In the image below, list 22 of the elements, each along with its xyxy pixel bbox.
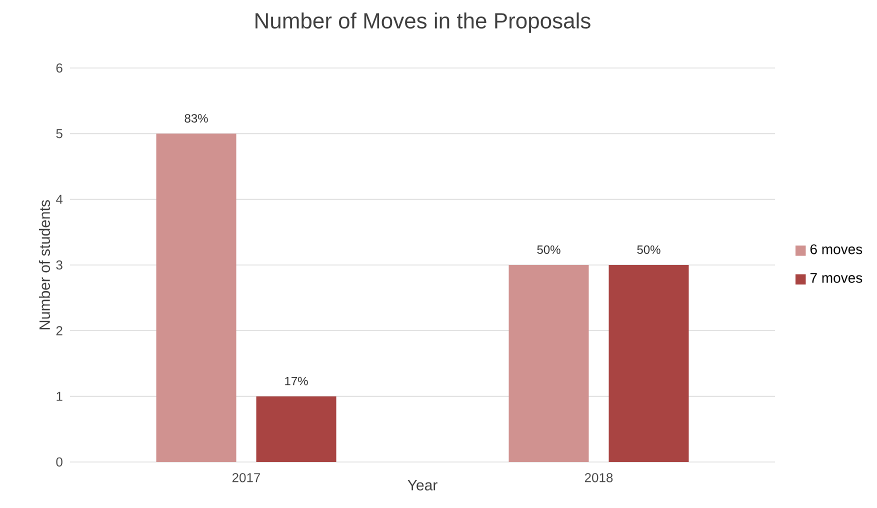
y-axis-title: Number of students — [38, 200, 50, 330]
bar — [256, 396, 336, 462]
y-tick-label: 2 — [56, 326, 62, 336]
y-tick-label: 5 — [56, 129, 62, 138]
y-tick-label: 1 — [56, 392, 62, 401]
annotation: 50% — [637, 245, 660, 254]
y-tick-label: 3 — [56, 260, 62, 270]
bar — [156, 134, 236, 462]
y-tick-label: 0 — [56, 457, 62, 467]
x-tick-label: 2018 — [584, 473, 613, 482]
bar — [608, 264, 689, 462]
x-axis-title: Year — [408, 480, 438, 490]
x-tick-label: 2017 — [232, 473, 260, 482]
chart-title: Number of Moves in the Proposals — [256, 12, 590, 33]
y-tick-label: 6 — [56, 63, 62, 73]
annotation: 17% — [285, 376, 308, 386]
legend-label: 6 moves — [810, 244, 862, 254]
bar — [508, 264, 589, 462]
legend-label: 7 moves — [810, 273, 862, 283]
annotation: 83% — [184, 114, 208, 123]
y-tick-label: 4 — [56, 194, 63, 204]
annotation: 50% — [537, 245, 560, 254]
